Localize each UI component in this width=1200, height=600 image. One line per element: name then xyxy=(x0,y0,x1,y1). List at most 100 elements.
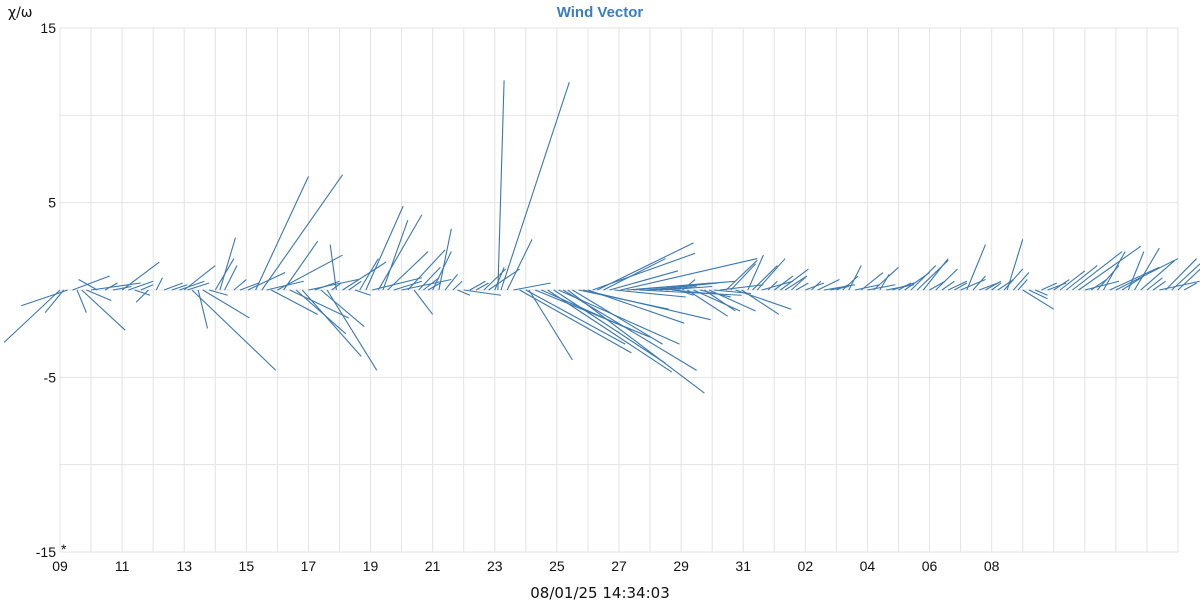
wind-vector xyxy=(1152,280,1166,291)
wind-vector xyxy=(941,280,955,291)
wind-vector xyxy=(1127,251,1145,291)
wind-vector xyxy=(854,284,880,291)
wind-vector xyxy=(587,289,685,324)
wind-vector xyxy=(756,258,786,291)
wind-vector xyxy=(371,277,422,291)
x-tick-label: 19 xyxy=(363,558,379,574)
wind-vector xyxy=(208,289,228,296)
wind-vector xyxy=(342,261,387,291)
wind-vector xyxy=(121,261,160,291)
wind-vector xyxy=(308,278,359,291)
x-tick-label: 15 xyxy=(239,558,255,574)
wind-vector xyxy=(929,280,946,291)
x-tick-label: 02 xyxy=(798,558,814,574)
wind-vector xyxy=(1146,277,1163,291)
wind-vector xyxy=(860,272,884,291)
wind-vector xyxy=(795,282,809,291)
wind-vector xyxy=(86,289,112,301)
wind-vector xyxy=(1034,289,1048,296)
wind-vector xyxy=(1165,258,1198,291)
y-tick-label: -5 xyxy=(44,369,57,385)
wind-vector xyxy=(528,289,573,361)
wind-vector xyxy=(1090,279,1107,291)
wind-vector xyxy=(329,244,337,291)
wind-vector xyxy=(432,251,452,291)
wind-vector xyxy=(665,285,713,291)
x-tick-label: 27 xyxy=(611,558,627,574)
wind-vector xyxy=(78,279,98,291)
wind-vector xyxy=(1140,259,1176,291)
wind-vector xyxy=(140,284,154,291)
wind-vector xyxy=(1084,280,1120,291)
wind-vector xyxy=(534,289,651,338)
wind-vector xyxy=(997,279,1014,291)
wind-vector xyxy=(811,280,822,291)
wind-vector xyxy=(823,284,856,291)
wind-vector xyxy=(104,282,118,291)
wind-vector xyxy=(3,289,61,343)
x-tick-label: 11 xyxy=(115,558,130,574)
wind-vector xyxy=(614,289,686,298)
wind-vector xyxy=(21,289,68,307)
wind-vector xyxy=(365,205,404,291)
wind-vector xyxy=(725,259,758,291)
wind-vector xyxy=(597,242,694,291)
wind-vector xyxy=(954,282,968,291)
wind-vector xyxy=(767,280,778,291)
wind-vector xyxy=(1171,263,1200,291)
wind-vector xyxy=(90,282,141,291)
wind-vector xyxy=(377,214,423,291)
wind-vector xyxy=(541,289,632,331)
wind-vector xyxy=(567,289,705,394)
wind-vector xyxy=(687,289,728,317)
wind-vector xyxy=(784,275,808,291)
wind-vector xyxy=(1065,265,1098,291)
wind-vector xyxy=(572,289,663,345)
x-tick-label: 23 xyxy=(487,558,503,574)
wind-vector xyxy=(935,268,958,291)
x-tick-label: 08 xyxy=(984,558,1000,574)
wind-vector xyxy=(1072,251,1123,291)
wind-vector xyxy=(418,266,441,291)
wind-vector xyxy=(817,279,840,291)
wind-vector xyxy=(163,282,183,291)
wind-vector xyxy=(699,289,731,298)
wind-vector xyxy=(910,265,937,291)
wind-vector xyxy=(494,267,505,291)
vector-series xyxy=(3,80,1200,394)
wind-vector xyxy=(270,289,319,315)
wind-vector xyxy=(155,277,163,291)
x-tick-label: 17 xyxy=(301,558,317,574)
y-tick-label: 15 xyxy=(40,20,56,36)
x-tick-label: 06 xyxy=(922,558,938,574)
wind-vector xyxy=(966,244,986,291)
wind-vector xyxy=(475,282,489,291)
wind-vector xyxy=(525,289,626,345)
wind-vector xyxy=(972,275,986,291)
x-tick-label: 25 xyxy=(549,558,565,574)
wind-vector xyxy=(187,282,210,291)
wind-vector xyxy=(1017,279,1028,291)
wind-vector xyxy=(892,282,915,291)
axes: 15 5 -5 -15 *09 11 13 15 17 19 21 23 25 27 29 31 02 04 06 0… xyxy=(36,20,1000,574)
wind-vector xyxy=(457,289,471,296)
wind-vector xyxy=(780,268,809,291)
wind-vector xyxy=(506,239,533,291)
wind-vector xyxy=(326,289,378,371)
wind-vector xyxy=(348,280,362,291)
wind-vector xyxy=(547,289,673,373)
wind-vector xyxy=(387,251,429,291)
wind-vector xyxy=(735,289,792,310)
wind-vector xyxy=(247,272,286,291)
wind-vector xyxy=(295,289,347,335)
wind-vector xyxy=(1059,270,1086,291)
wind-vector xyxy=(842,275,859,291)
wind-vector xyxy=(519,289,632,354)
wind-vector xyxy=(659,285,697,291)
x-tick-label: 09 xyxy=(52,558,68,574)
wind-vector xyxy=(677,289,694,296)
wind-vector xyxy=(134,289,151,296)
wind-vector xyxy=(947,280,968,291)
y-axis-label: χ/ω xyxy=(8,5,33,21)
